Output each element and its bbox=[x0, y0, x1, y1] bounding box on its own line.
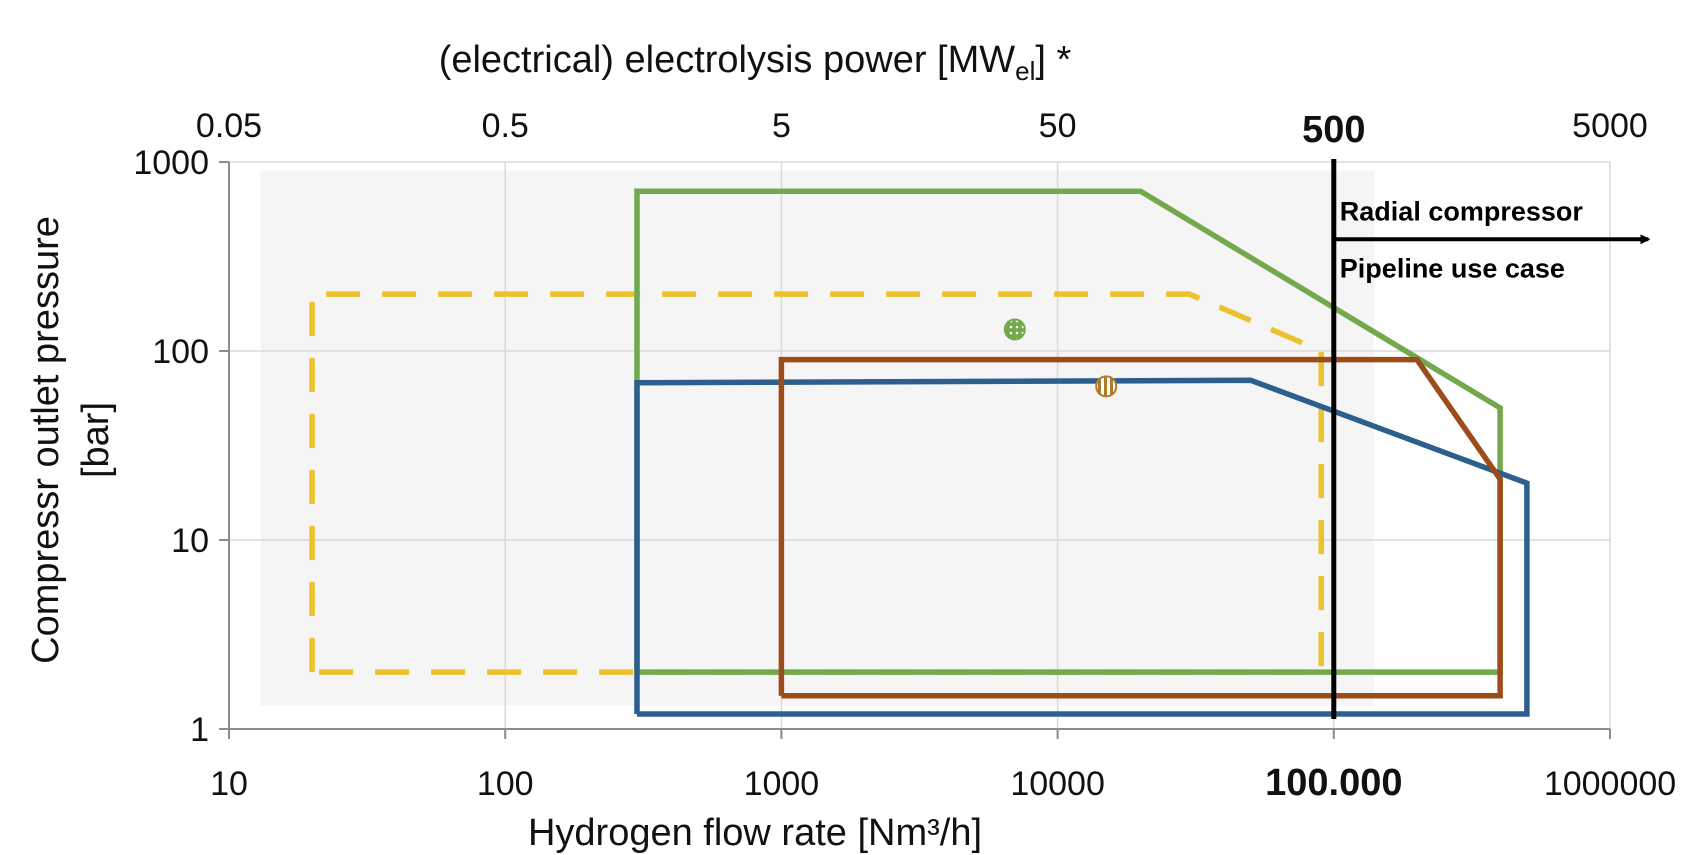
x2-axis-title-subscript: el bbox=[1015, 56, 1035, 86]
x2-tick-label: 500 bbox=[1302, 109, 1365, 151]
data-marker-1 bbox=[1003, 318, 1026, 341]
y-tick-labels: 1 10 100 1000 bbox=[133, 144, 209, 749]
y-axis-title-line2: [bar] bbox=[75, 402, 117, 478]
x2-axis-title-main: (electrical) electrolysis power [MW bbox=[439, 39, 1016, 81]
x-tick-label: 100.000 bbox=[1265, 762, 1402, 804]
x-tick-label: 100 bbox=[477, 765, 534, 803]
y-tick-label: 1000 bbox=[133, 144, 209, 182]
x-tick-label: 10 bbox=[210, 765, 248, 803]
x2-axis-title-end: ] * bbox=[1035, 39, 1071, 81]
x-tick-label: 1000000 bbox=[1544, 765, 1676, 803]
x-axis-title: Hydrogen flow rate [Nm³/h] bbox=[528, 812, 982, 854]
axes bbox=[219, 161, 1611, 739]
annotation-radial-compressor: Radial compressor bbox=[1340, 196, 1584, 226]
plot-shaded-region bbox=[260, 170, 1375, 706]
x2-tick-label: 50 bbox=[1039, 107, 1077, 145]
series-line-2 bbox=[634, 188, 1503, 675]
markers-group bbox=[1003, 318, 1118, 398]
x2-tick-label: 5 bbox=[772, 107, 791, 145]
x2-tick-label: 0.05 bbox=[196, 107, 262, 145]
series-line-4 bbox=[778, 356, 1503, 699]
x-tick-label: 10000 bbox=[1010, 765, 1105, 803]
x2-tick-label: 5000 bbox=[1572, 107, 1648, 145]
data-marker-2 bbox=[1095, 375, 1118, 398]
y-tick-label: 10 bbox=[171, 522, 209, 560]
annotation-pipeline-use-case: Pipeline use case bbox=[1340, 253, 1565, 283]
y-tick-label: 1 bbox=[190, 711, 209, 749]
x2-axis-title: (electrical) electrolysis power [MWel] * bbox=[439, 39, 1072, 86]
y-axis-title-line1: Compressr outlet pressure bbox=[25, 216, 67, 664]
x2-tick-labels: 0.05 0.5 5 50 500 5000 bbox=[196, 107, 1648, 151]
x-tick-labels: 10 100 1000 10000 100.000 1000000 bbox=[210, 762, 1676, 804]
x2-tick-label: 0.5 bbox=[482, 107, 529, 145]
x-tick-label: 1000 bbox=[744, 765, 820, 803]
y-tick-label: 100 bbox=[152, 333, 209, 371]
series-line-3 bbox=[634, 377, 1530, 717]
series-group bbox=[309, 188, 1530, 717]
